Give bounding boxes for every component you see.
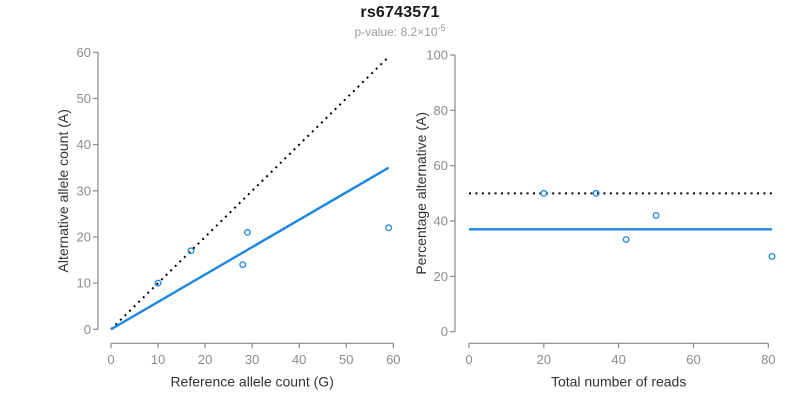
data-point <box>154 279 162 287</box>
y-axis-title: Percentage alternative (A) <box>413 112 429 275</box>
allele-count-scatter-plot: 0 10 20 30 40 50 60 0 10 20 30 40 50 60 Reference alle… <box>55 45 400 389</box>
y-tick-label: 20 <box>434 269 448 284</box>
x-tick-label: 20 <box>537 352 551 367</box>
x-axis-title: Reference allele count (G) <box>170 373 333 389</box>
y-tick-label: 30 <box>77 183 91 198</box>
y-tick-label: 50 <box>77 91 91 106</box>
regression-line <box>110 166 390 331</box>
identity-dotted-line <box>110 56 390 331</box>
y-tick-label: 40 <box>77 137 91 152</box>
x-tick-label: 50 <box>339 352 353 367</box>
y-tick-label: 10 <box>77 276 91 291</box>
p-value-subtitle: p-value: 8.2×10-5 <box>0 23 800 39</box>
x-tick-label: 0 <box>465 352 472 367</box>
data-point <box>592 189 600 197</box>
y-tick-label: 60 <box>434 158 448 173</box>
data-point <box>385 224 393 232</box>
x-tick-label: 0 <box>107 352 114 367</box>
p-value-exponent: -5 <box>437 23 446 33</box>
data-point <box>243 228 251 236</box>
y-tick-label: 80 <box>434 103 448 118</box>
x-tick-label: 10 <box>151 352 165 367</box>
y-tick-label: 0 <box>441 324 448 339</box>
y-tick-label: 0 <box>84 322 91 337</box>
p-value-base: 8.2×10 <box>400 25 438 39</box>
x-tick-label: 20 <box>198 352 212 367</box>
x-tick-label: 80 <box>761 352 775 367</box>
percentage-alternative-scatter-plot: 0 20 40 60 80 0 20 40 60 80 100 Total number of rea… <box>413 48 776 390</box>
x-tick-label: 40 <box>611 352 625 367</box>
x-axis-title: Total number of reads <box>551 373 686 389</box>
x-tick-label: 60 <box>686 352 700 367</box>
data-point <box>622 236 630 244</box>
x-tick-label: 40 <box>292 352 306 367</box>
x-tick-label: 30 <box>245 352 259 367</box>
y-tick-label: 40 <box>434 214 448 229</box>
p-value-label: p-value: <box>354 25 401 39</box>
data-point <box>540 189 548 197</box>
y-tick-label: 20 <box>77 229 91 244</box>
data-point <box>652 212 660 219</box>
title-block: rs6743571 p-value: 8.2×10-5 <box>0 4 800 39</box>
x-tick-label: 60 <box>386 352 400 367</box>
y-axis-title: Alternative allele count (A) <box>55 109 71 272</box>
y-tick-label: 100 <box>426 48 448 63</box>
y-tick-label: 60 <box>77 45 91 60</box>
plot-title: rs6743571 <box>360 4 440 21</box>
data-point <box>187 247 195 255</box>
data-point <box>768 252 776 260</box>
data-point <box>239 261 247 269</box>
